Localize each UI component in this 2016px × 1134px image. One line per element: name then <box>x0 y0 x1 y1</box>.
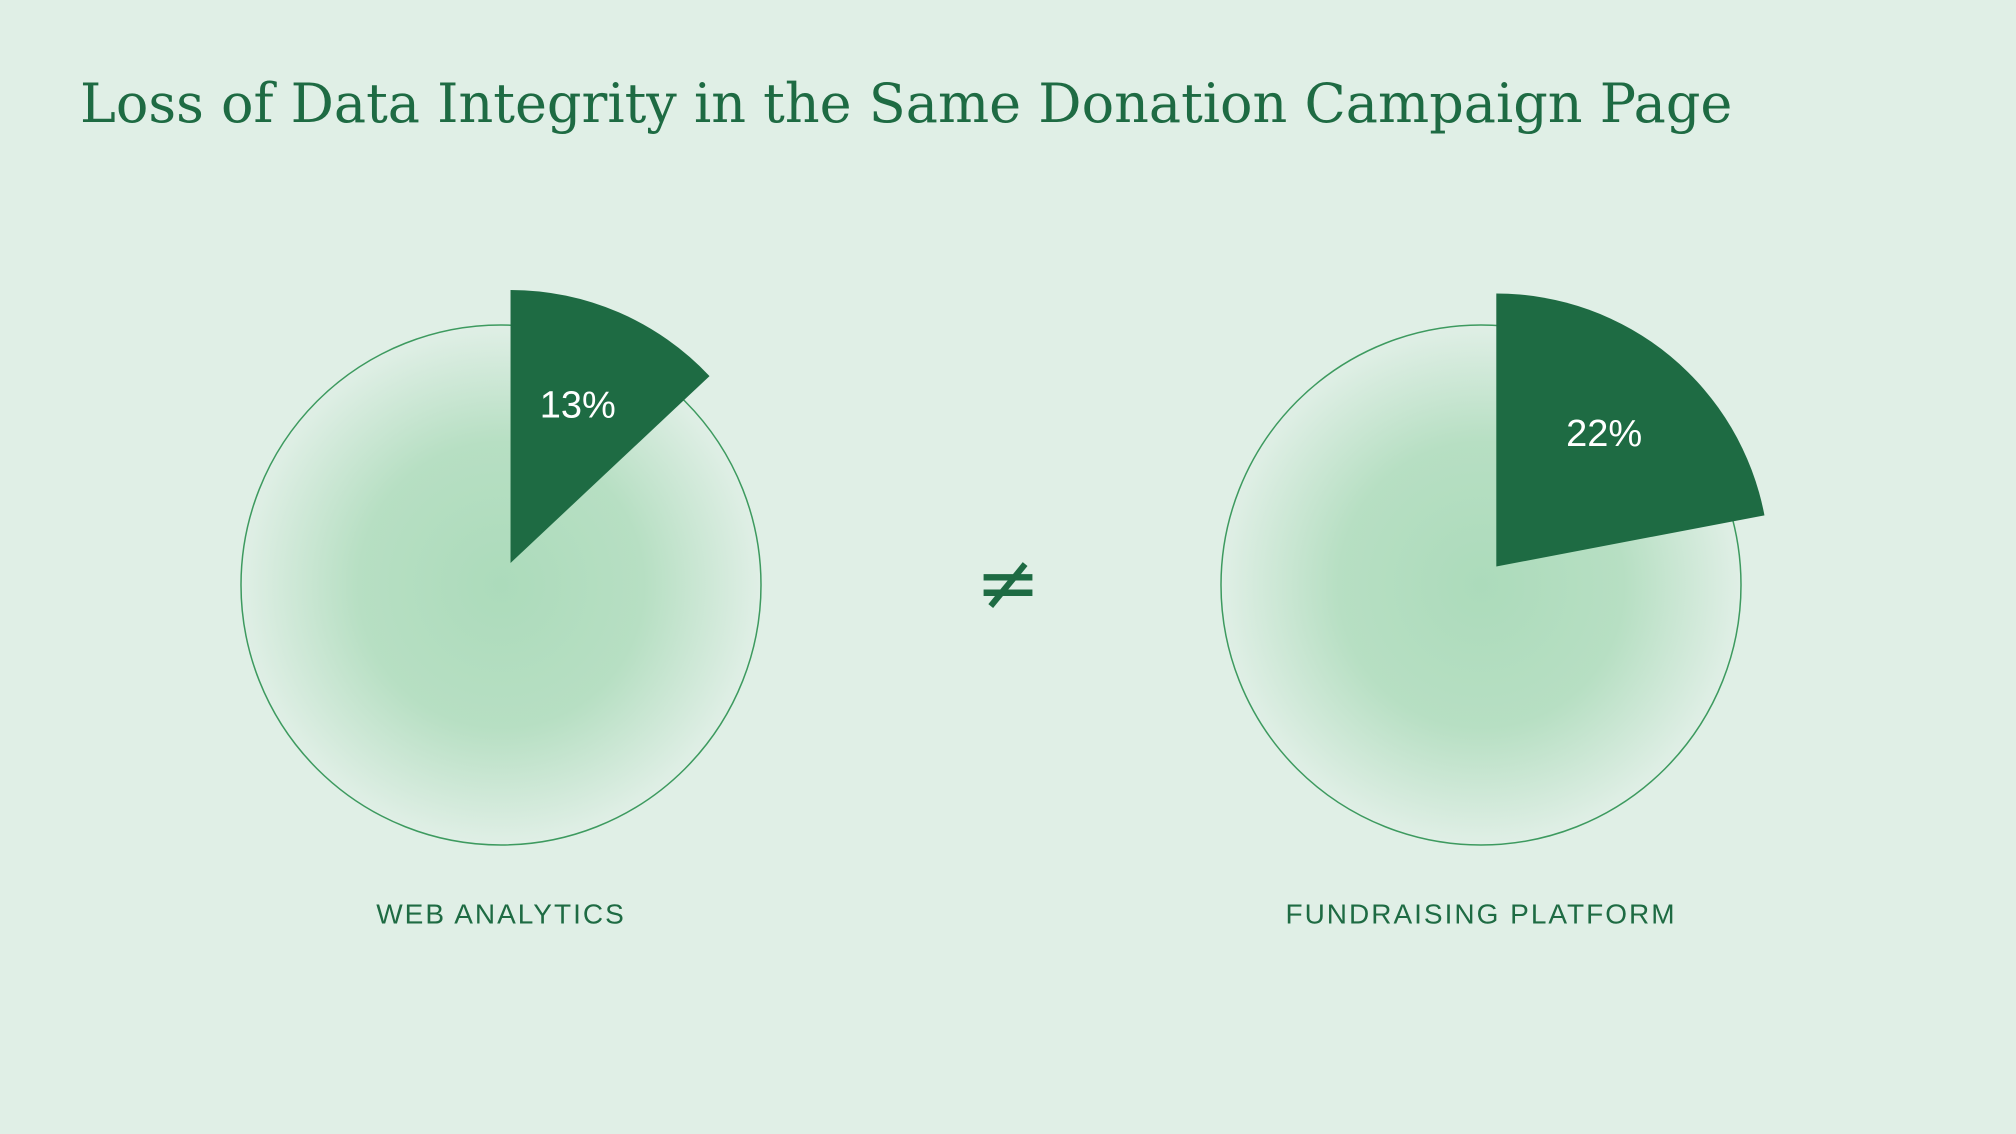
value-label: 22% <box>1566 413 1642 455</box>
not-equal-sign: ≠ <box>975 538 1040 628</box>
pie-slice <box>510 289 710 563</box>
pie-background <box>240 324 762 846</box>
pie-slice <box>1496 293 1765 567</box>
pie-label: FUNDRAISING PLATFORM <box>1285 898 1676 929</box>
value-label: 13% <box>540 385 616 427</box>
chart-title: Loss of Data Integrity in the Same Donat… <box>80 72 1732 135</box>
pie-label: WEB ANALYTICS <box>376 898 626 929</box>
